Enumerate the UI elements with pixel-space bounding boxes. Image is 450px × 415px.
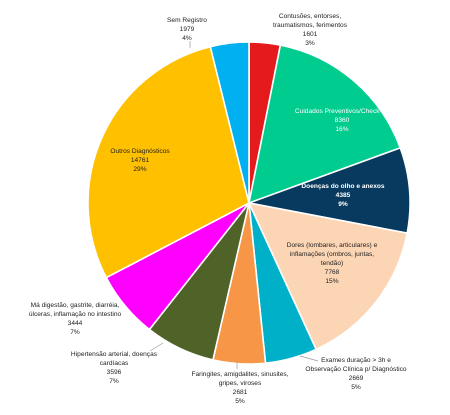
slice-label: Má digestão, gastrite, diarréia, úlceras,… <box>29 302 122 336</box>
slice-label: Outros Diagnósticos 14761 29% <box>110 148 170 173</box>
leader-lines <box>149 41 319 369</box>
pie-slices <box>87 41 411 365</box>
leader-line <box>299 355 319 362</box>
slice-label: Doenças do olho e anexos 4385 9% <box>301 183 385 208</box>
slice-label: Sem Registro 1979 4% <box>167 17 207 42</box>
slice-label: Hipertensão arterial, doenças cardíacas 35… <box>71 351 158 385</box>
slice-label: Dores (lombares, articulares) e inflamaçõ… <box>287 242 378 285</box>
slice-label: Contusões, entorses, traumatismos, ferime… <box>273 13 348 47</box>
pie-slice-sem-registro <box>209 41 250 204</box>
slice-label: Cuidados Preventivos/Check-up 8360 16% <box>295 108 390 133</box>
pie-slice-cuidados-preventivos-check-up <box>247 44 402 205</box>
slice-labels: Contusões, entorses, traumatismos, ferime… <box>29 13 407 405</box>
leader-line <box>149 342 164 352</box>
pie-slice-dores-lombares-articulares-e-inflamacoes-ombros-juntas-tendao <box>247 201 409 351</box>
slice-label: Exames duração > 3h e Observação Clínica … <box>305 357 406 391</box>
slice-label: Faringites, amigdalites, sinusites, gripe… <box>191 371 288 405</box>
pie-slice-outros-diagnosticos <box>87 45 250 279</box>
pie-slice-doencas-do-olho-e-anexos <box>245 146 411 235</box>
